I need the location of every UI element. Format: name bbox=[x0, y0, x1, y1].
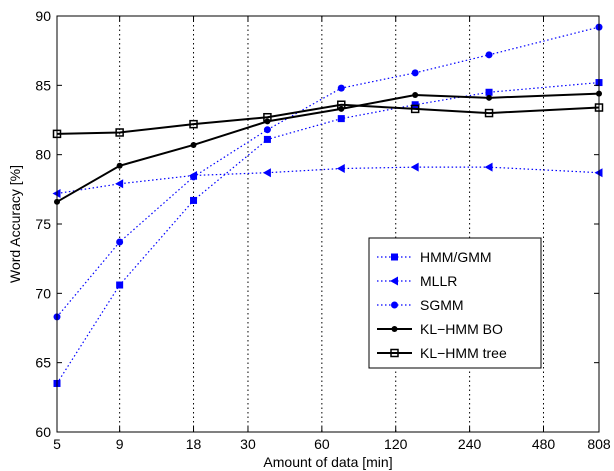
data-point bbox=[486, 94, 493, 101]
y-tick-label: 75 bbox=[35, 216, 51, 232]
legend-item: KL−HMM BO bbox=[377, 321, 503, 337]
x-tick-label: 808 bbox=[587, 436, 611, 452]
data-point bbox=[116, 162, 123, 169]
data-point bbox=[485, 51, 493, 59]
data-point bbox=[484, 108, 494, 118]
data-point bbox=[190, 173, 198, 181]
data-point bbox=[263, 135, 271, 143]
data-point bbox=[410, 104, 420, 114]
data-point bbox=[189, 119, 198, 129]
data-point bbox=[337, 115, 345, 123]
data-point bbox=[263, 112, 272, 122]
series-3 bbox=[53, 23, 603, 321]
legend-marker bbox=[390, 348, 399, 358]
x-tick-label: 480 bbox=[532, 436, 556, 452]
legend: HMM/GMM MLLR SGMM KL−HMM BO KL−HMM tree bbox=[368, 237, 542, 369]
legend-item: MLLR bbox=[377, 273, 457, 289]
data-point bbox=[336, 164, 345, 174]
legend-label: MLLR bbox=[420, 273, 457, 289]
data-point bbox=[412, 92, 419, 99]
legend-item: HMM/GMM bbox=[377, 249, 492, 265]
y-axis-label: Word Accuracy [%] bbox=[7, 165, 23, 283]
data-point bbox=[484, 162, 493, 172]
legend-label: SGMM bbox=[420, 297, 464, 313]
x-tick-label: 120 bbox=[384, 436, 408, 452]
y-tick-label: 70 bbox=[35, 285, 51, 301]
series-group bbox=[52, 23, 604, 387]
data-point bbox=[485, 88, 493, 96]
x-tick-label: 30 bbox=[240, 436, 256, 452]
data-point bbox=[262, 168, 271, 178]
legend-item: KL−HMM tree bbox=[377, 345, 507, 361]
data-point bbox=[410, 162, 419, 172]
plot-frame bbox=[56, 15, 600, 433]
legend-label: HMM/GMM bbox=[420, 249, 492, 265]
series-2 bbox=[52, 162, 603, 198]
series-5 bbox=[52, 100, 604, 139]
series-line bbox=[56, 166, 600, 195]
series-line bbox=[56, 92, 600, 203]
x-tick-label: 240 bbox=[458, 436, 482, 452]
data-point bbox=[263, 126, 271, 134]
data-point bbox=[116, 281, 124, 289]
y-tick-label: 80 bbox=[35, 147, 51, 163]
legend-marker bbox=[390, 276, 398, 286]
data-point bbox=[190, 141, 197, 148]
x-tick-label: 18 bbox=[186, 436, 202, 452]
axis-ticks: 5 9 18 30 60 120 240 480 808 60 65 70 75 80 85 90 bbox=[35, 8, 610, 452]
data-point bbox=[115, 179, 124, 189]
legend-label: KL−HMM tree bbox=[420, 345, 507, 361]
data-point bbox=[190, 196, 198, 204]
legend-item: SGMM bbox=[377, 297, 464, 313]
y-tick-label: 60 bbox=[35, 424, 51, 440]
x-axis-label: Amount of data [min] bbox=[263, 454, 392, 470]
grid bbox=[119, 16, 544, 432]
x-tick-label: 60 bbox=[314, 436, 330, 452]
legend-label: KL−HMM BO bbox=[420, 321, 503, 337]
x-tick-label: 9 bbox=[116, 436, 124, 452]
legend-marker bbox=[391, 253, 398, 261]
data-point bbox=[337, 100, 346, 109]
legend-marker bbox=[391, 301, 398, 309]
y-tick-label: 90 bbox=[35, 8, 51, 24]
legend-marker bbox=[391, 326, 398, 332]
data-point bbox=[337, 84, 345, 92]
y-tick-label: 85 bbox=[35, 77, 51, 93]
series-line bbox=[56, 103, 600, 135]
y-tick-label: 65 bbox=[35, 355, 51, 371]
data-point bbox=[115, 128, 124, 137]
data-point bbox=[411, 69, 419, 77]
x-tick-label: 5 bbox=[53, 436, 61, 452]
data-point bbox=[116, 238, 124, 246]
